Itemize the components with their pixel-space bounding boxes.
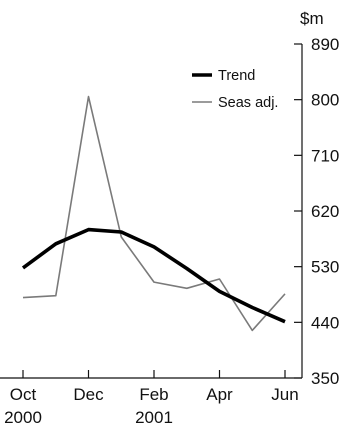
- series-layer: [21, 95, 286, 332]
- x-tick-year-label: 2001: [135, 408, 173, 427]
- y-tick-label: 710: [311, 146, 339, 165]
- x-tick-label: Dec: [73, 385, 104, 404]
- y-tick-label: 800: [311, 91, 339, 110]
- y-tick-label: 350: [311, 369, 339, 388]
- y-tick-label: 620: [311, 202, 339, 221]
- series-line-trend: [21, 227, 286, 324]
- y-axis: $m 350 440 530 620 710 800 890: [294, 9, 339, 388]
- y-tick-label: 440: [311, 313, 339, 332]
- y-unit-label: $m: [300, 9, 324, 28]
- x-tick-label: Jun: [271, 385, 298, 404]
- y-tick-label: 890: [311, 35, 339, 54]
- x-tick-label: Apr: [206, 385, 233, 404]
- legend-label: Seas adj.: [218, 95, 278, 111]
- legend-label: Trend: [218, 68, 255, 84]
- x-tick-label: Feb: [139, 385, 168, 404]
- legend: Trend Seas adj.: [192, 68, 278, 111]
- x-tick-label: Oct: [10, 385, 37, 404]
- series-line-seas-adj: [22, 95, 286, 332]
- x-axis: Oct 2000 Dec Feb 2001 Apr Jun: [0, 370, 302, 427]
- y-tick-label: 530: [311, 258, 339, 277]
- x-tick-year-label: 2000: [4, 408, 42, 427]
